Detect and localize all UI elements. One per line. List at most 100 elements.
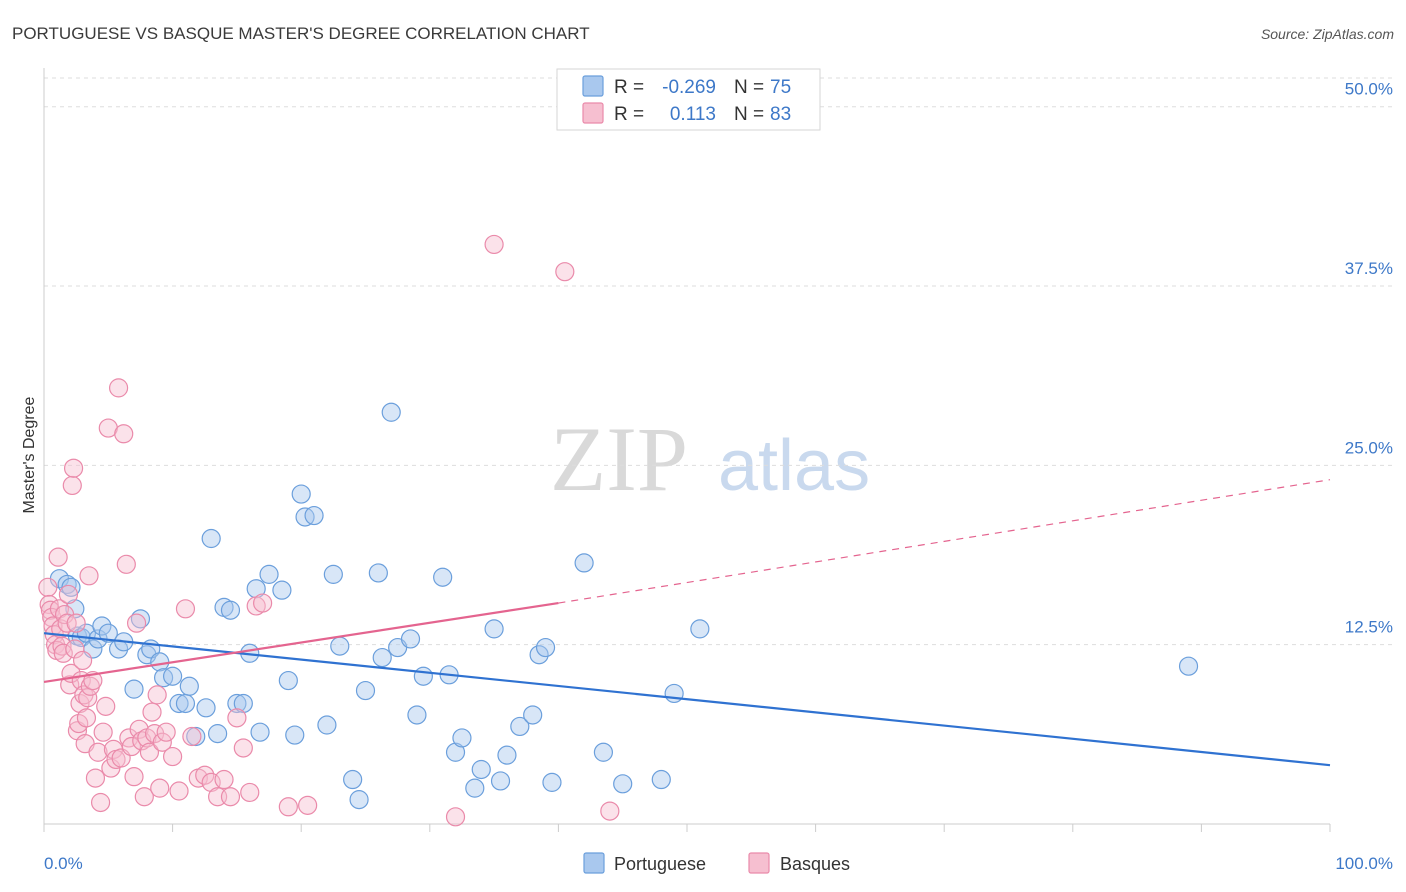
portuguese-point	[1178, 656, 1199, 676]
basque-point	[76, 708, 97, 728]
portuguese-point	[355, 680, 376, 701]
y-tick-label: 50.0%	[1345, 80, 1393, 99]
basque-point	[233, 738, 253, 758]
basque-point	[66, 613, 86, 633]
watermark-zip: ZIP	[550, 408, 688, 510]
basque-point	[65, 639, 85, 659]
basque-point	[484, 234, 504, 255]
basque-point	[175, 599, 196, 619]
legend-n-label-2: N =	[734, 104, 764, 125]
basque-point	[214, 769, 234, 790]
portuguese-point	[61, 577, 81, 597]
portuguese-point	[317, 715, 337, 735]
portuguese-point	[407, 705, 427, 725]
basque-point	[134, 787, 154, 807]
portuguese-point	[179, 676, 199, 696]
bottom-legend-swatch-portuguese	[583, 852, 605, 874]
legend-n-label-1: N =	[734, 77, 764, 98]
portuguese-point	[278, 670, 298, 691]
bottom-legend: Portuguese Basques	[583, 852, 850, 874]
portuguese-trend-line	[43, 632, 1331, 767]
basque-point	[278, 797, 298, 817]
basque-point	[121, 736, 142, 757]
basque-point	[142, 702, 162, 722]
gridlines	[44, 77, 1394, 646]
portuguese-point	[330, 636, 350, 656]
basque-point	[108, 378, 129, 398]
portuguese-point	[413, 666, 433, 686]
portuguese-point	[250, 722, 270, 742]
portuguese-point	[574, 553, 594, 573]
portuguese-point	[664, 683, 684, 704]
basque-point	[298, 795, 318, 815]
portuguese-point	[471, 759, 491, 780]
basque-point	[116, 554, 136, 574]
portuguese-point	[690, 619, 710, 639]
portuguese-point	[272, 580, 292, 600]
portuguese-point	[343, 769, 363, 790]
portuguese-point	[208, 724, 228, 744]
portuguese-point	[510, 716, 530, 737]
x-tick-label-max: 100.0%	[1335, 854, 1393, 873]
basque-point	[169, 781, 189, 801]
basque-point	[90, 792, 111, 813]
basque-point	[163, 746, 183, 767]
basque-trend-line	[43, 601, 559, 684]
portuguese-point	[323, 564, 343, 584]
legend-swatch-portuguese	[582, 75, 604, 97]
basque-point	[114, 424, 134, 444]
trend-lines	[43, 479, 1331, 767]
portuguese-point	[452, 728, 472, 748]
basque-point	[78, 688, 98, 708]
y-tick-labels: 12.5% 25.0% 37.5% 50.0%	[1345, 80, 1393, 637]
portuguese-point	[98, 623, 118, 643]
chart-source: Source: ZipAtlas.com	[1261, 26, 1394, 42]
portuguese-point	[381, 402, 401, 422]
basque-point	[62, 475, 82, 496]
portuguese-point	[233, 693, 253, 714]
portuguese-point	[291, 484, 311, 504]
basque-point	[79, 566, 99, 586]
legend-r-value-2: 0.113	[670, 104, 716, 125]
portuguese-point	[220, 600, 241, 620]
portuguese-point	[529, 645, 549, 665]
portuguese-point	[651, 769, 671, 790]
legend-r-label-1: R =	[614, 77, 644, 98]
series-portuguese	[49, 402, 1199, 810]
bottom-legend-basques: Basques	[780, 854, 850, 874]
basque-point	[126, 613, 147, 633]
portuguese-point	[433, 567, 453, 587]
portuguese-point	[613, 774, 633, 794]
watermark-atlas: atlas	[718, 426, 870, 506]
portuguese-point	[484, 619, 504, 639]
portuguese-point	[445, 742, 466, 762]
basque-point	[253, 593, 273, 613]
basque-point	[63, 458, 84, 478]
portuguese-point	[304, 505, 324, 526]
portuguese-point	[400, 629, 421, 649]
watermark: ZIP atlas	[550, 408, 870, 510]
bottom-legend-portuguese: Portuguese	[614, 854, 706, 874]
basque-point	[147, 685, 167, 705]
portuguese-point	[169, 693, 189, 714]
portuguese-point	[196, 698, 216, 718]
basque-point	[93, 722, 113, 742]
basque-point	[85, 768, 106, 788]
bottom-legend-swatch-basques	[748, 852, 770, 874]
y-axis-label: Master's Degree	[21, 396, 38, 513]
portuguese-point	[285, 725, 305, 745]
basque-point	[124, 767, 144, 787]
x-tick-label-min: 0.0%	[44, 854, 83, 873]
basque-point	[69, 713, 89, 734]
basque-point	[150, 778, 170, 798]
basque-point	[139, 742, 160, 762]
portuguese-point	[490, 771, 511, 791]
y-tick-label: 12.5%	[1345, 618, 1393, 637]
portuguese-point	[201, 528, 221, 549]
basque-trend-extension	[558, 479, 1331, 604]
portuguese-point	[175, 693, 196, 714]
portuguese-point	[542, 772, 562, 792]
portuguese-point	[349, 790, 369, 810]
basque-point	[182, 726, 202, 747]
